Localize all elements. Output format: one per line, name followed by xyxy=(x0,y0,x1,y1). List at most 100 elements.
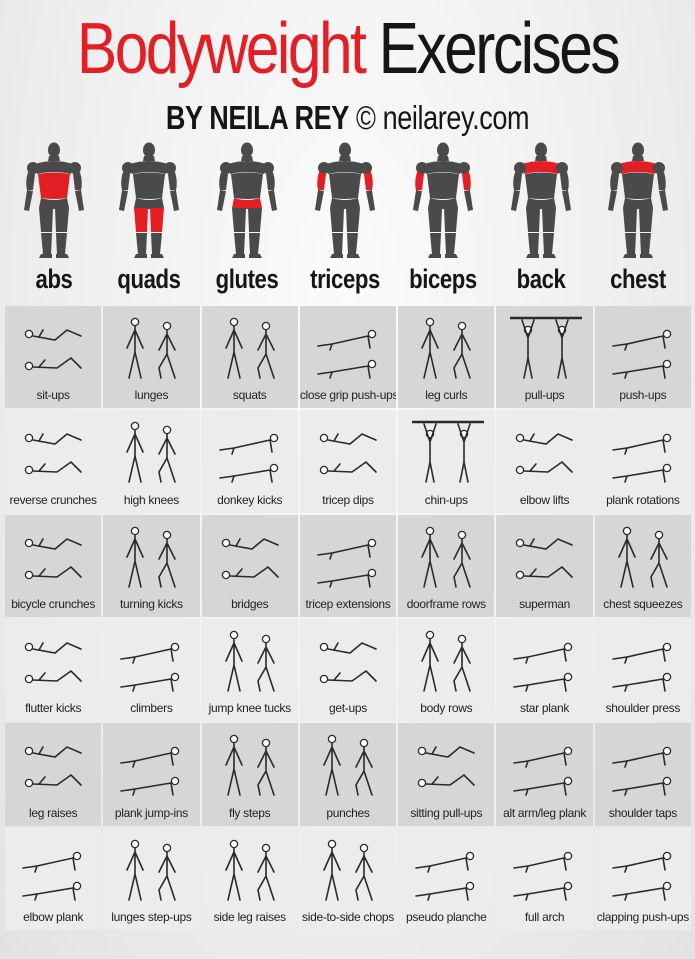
exercise-illustration-icon xyxy=(126,526,177,588)
exercise-card: climbers xyxy=(103,619,200,722)
exercise-label: sit-ups xyxy=(36,388,71,403)
exercise-label: elbow lifts xyxy=(519,492,570,507)
exercise-label: get-ups xyxy=(329,701,367,716)
exercise-label: clapping push-ups xyxy=(596,910,690,924)
muscle-label: triceps xyxy=(310,264,380,294)
exercise-card: full arch xyxy=(496,827,593,930)
muscle-label: abs xyxy=(35,264,73,294)
exercise-label: shoulder taps xyxy=(608,805,677,820)
exercise-label: plank rotations xyxy=(606,492,680,507)
exercise-illustration-icon xyxy=(611,434,671,484)
exercise-card: chin-ups xyxy=(398,410,495,513)
exercise-illustration-icon xyxy=(126,839,177,901)
exercise-illustration-icon xyxy=(513,851,573,901)
exercise-illustration-icon xyxy=(421,526,471,588)
exercise-illustration-icon xyxy=(126,422,177,484)
exercise-illustration-icon xyxy=(516,433,574,475)
exercise-label: bridges xyxy=(231,597,269,611)
muscle-label: quads xyxy=(117,264,181,294)
exercise-illustration-icon xyxy=(224,630,275,692)
exercise-card: turning kicks xyxy=(103,514,200,617)
exercise-card: chest squeezes xyxy=(594,514,691,617)
muscle-group-abs: abs xyxy=(7,140,101,300)
exercise-card: shoulder taps xyxy=(594,723,691,826)
exercise-label: lunges step-ups xyxy=(111,910,192,924)
exercise-card: alt arm/leg plank xyxy=(496,723,593,826)
muscle-group-glutes: glutes xyxy=(200,140,294,300)
exercise-card: side leg raises xyxy=(201,827,298,930)
website-credit: © neilarey.com xyxy=(356,99,530,136)
exercise-label: lunges xyxy=(134,388,169,403)
muscle-label: back xyxy=(516,264,566,294)
exercise-label: side-to-side chops xyxy=(302,910,394,924)
muscle-group-biceps: biceps xyxy=(396,140,490,300)
exercise-card: superman xyxy=(496,514,593,617)
exercise-card: flutter kicks xyxy=(5,619,102,722)
exercise-card: punches xyxy=(299,723,397,826)
exercise-label: body rows xyxy=(420,701,473,716)
exercise-card: tricep extensions xyxy=(299,514,397,617)
exercise-card: leg raises xyxy=(5,723,102,826)
muscle-label: chest xyxy=(610,264,666,294)
exercise-illustration-icon xyxy=(317,538,377,588)
exercise-card: jump knee tucks xyxy=(201,619,298,722)
exercise-label: punches xyxy=(326,805,370,820)
exercise-label: close grip push-ups xyxy=(299,388,397,403)
exercise-illustration-icon xyxy=(24,746,82,788)
exercise-illustration-icon xyxy=(412,421,485,484)
exercise-label: bicycle crunches xyxy=(11,597,96,611)
exercise-label: star plank xyxy=(520,701,570,716)
exercise-card: squats xyxy=(201,306,298,409)
back-body-figure-icon xyxy=(494,140,588,260)
exercise-label: high knees xyxy=(123,492,179,507)
exercise-label: climbers xyxy=(130,701,173,716)
exercise-label: full arch xyxy=(524,910,565,924)
exercise-card: shoulder press xyxy=(594,619,691,722)
quads-body-figure-icon xyxy=(102,140,196,260)
exercise-illustration-icon xyxy=(323,839,373,901)
exercise-illustration-icon xyxy=(415,851,475,901)
exercise-card: lunges xyxy=(103,306,200,409)
exercise-illustration-icon xyxy=(224,839,275,901)
exercise-card: bicycle crunches xyxy=(5,514,102,617)
exercise-label: pull-ups xyxy=(524,388,565,403)
exercise-card: plank jump-ins xyxy=(103,723,200,826)
exercise-card: leg curls xyxy=(398,306,495,409)
exercise-label: leg curls xyxy=(425,388,468,403)
exercise-card: side-to-side chops xyxy=(299,827,397,930)
title-part-2: Exercises xyxy=(378,9,621,89)
exercise-illustration-icon xyxy=(417,746,475,788)
exercise-illustration-icon xyxy=(611,851,671,901)
muscle-label: glutes xyxy=(215,264,279,294)
exercise-card: high knees xyxy=(103,410,200,513)
exercise-label: shoulder press xyxy=(605,701,681,716)
exercise-card: get-ups xyxy=(299,619,397,722)
exercise-illustration-icon xyxy=(120,642,180,692)
exercise-label: alt arm/leg plank xyxy=(503,805,587,820)
exercise-card: bridges xyxy=(201,514,298,617)
biceps-body-figure-icon xyxy=(396,140,490,260)
exercise-card: close grip push-ups xyxy=(299,306,397,409)
exercise-card: reverse crunches xyxy=(5,410,102,513)
abs-body-figure-icon xyxy=(7,140,101,260)
exercise-label: turning kicks xyxy=(120,597,183,611)
exercise-label: doorframe rows xyxy=(406,597,486,611)
exercise-label: superman xyxy=(519,597,571,611)
exercise-label: leg raises xyxy=(28,805,78,820)
exercise-label: tricep dips xyxy=(322,492,374,507)
exercise-card: plank rotations xyxy=(594,410,691,513)
exercise-card: sitting pull-ups xyxy=(398,723,495,826)
exercise-illustration-icon xyxy=(120,747,180,797)
exercise-card: sit-ups xyxy=(5,306,102,409)
exercise-illustration-icon xyxy=(513,747,573,797)
exercise-illustration-icon xyxy=(516,537,574,579)
exercise-illustration-icon xyxy=(126,317,177,379)
exercise-grid: sit-ups lunges squats close grip push-ups le… xyxy=(5,306,691,930)
triceps-body-figure-icon xyxy=(298,140,392,260)
exercise-label: push-ups xyxy=(619,388,667,403)
exercise-card: elbow plank xyxy=(5,827,102,930)
exercise-label: chest squeezes xyxy=(603,597,683,611)
exercise-label: tricep extensions xyxy=(305,597,391,611)
exercise-label: jump knee tucks xyxy=(208,701,292,716)
exercise-illustration-icon xyxy=(24,642,82,684)
